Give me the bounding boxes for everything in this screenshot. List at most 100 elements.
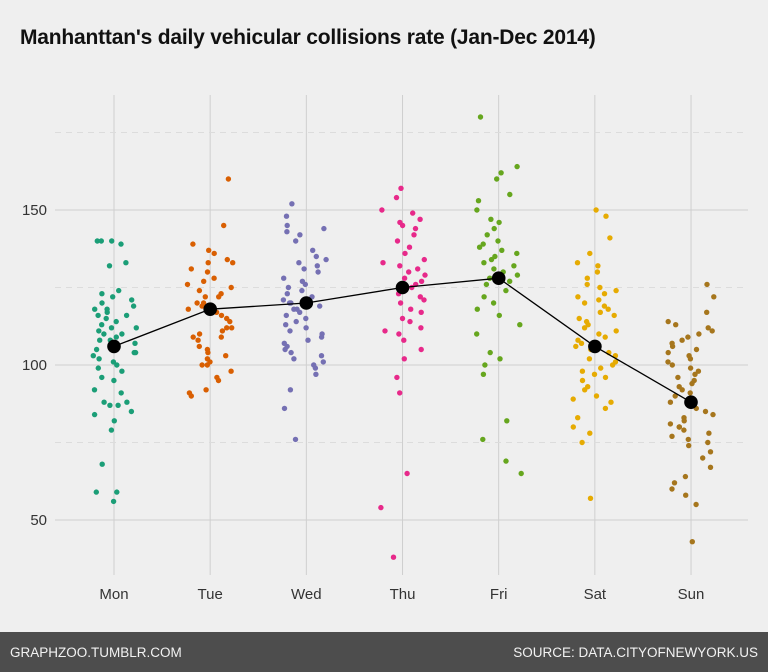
data-point xyxy=(92,306,98,312)
data-point xyxy=(498,170,504,176)
data-point xyxy=(313,253,319,260)
data-point xyxy=(570,424,576,430)
data-point xyxy=(281,340,287,346)
data-point xyxy=(204,269,211,275)
data-point xyxy=(129,297,135,303)
data-point xyxy=(581,300,588,306)
data-point xyxy=(196,343,202,350)
data-point xyxy=(611,312,617,319)
data-point xyxy=(665,359,671,365)
data-point xyxy=(695,368,702,374)
data-point xyxy=(507,191,513,198)
data-point xyxy=(593,207,599,213)
data-point xyxy=(483,281,490,288)
data-point xyxy=(693,346,700,353)
data-point xyxy=(185,306,191,312)
data-point xyxy=(575,415,581,421)
data-point xyxy=(412,225,419,232)
data-point xyxy=(394,374,400,381)
data-point xyxy=(481,294,487,300)
data-point xyxy=(480,371,487,377)
data-point xyxy=(396,331,402,337)
data-point xyxy=(484,232,490,238)
data-point xyxy=(583,318,590,325)
data-point xyxy=(228,284,234,291)
data-point xyxy=(482,362,488,368)
data-point xyxy=(676,424,682,430)
data-point xyxy=(297,232,303,238)
data-point xyxy=(574,260,581,266)
data-point xyxy=(319,331,325,337)
data-point xyxy=(108,325,115,331)
data-point xyxy=(399,315,406,322)
data-point xyxy=(685,334,691,340)
data-point xyxy=(287,387,294,393)
x-tick-label: Wed xyxy=(291,586,322,603)
data-point xyxy=(587,430,593,436)
data-point xyxy=(382,328,388,334)
data-point xyxy=(597,309,603,315)
data-point xyxy=(675,374,681,381)
data-point xyxy=(116,287,122,294)
data-point xyxy=(691,377,697,384)
data-point xyxy=(700,455,706,461)
data-point xyxy=(687,365,694,371)
data-point xyxy=(404,470,410,477)
data-point xyxy=(477,114,484,120)
data-point xyxy=(418,278,425,284)
data-point xyxy=(410,210,416,216)
data-point xyxy=(487,349,493,356)
data-point xyxy=(518,470,524,477)
data-point xyxy=(607,235,613,241)
data-point xyxy=(218,334,224,340)
data-point xyxy=(91,387,98,393)
data-point xyxy=(218,312,225,319)
data-point xyxy=(401,275,408,281)
data-point xyxy=(99,374,105,381)
data-point xyxy=(597,284,603,291)
data-point xyxy=(114,489,120,495)
data-point xyxy=(99,291,105,297)
data-point xyxy=(596,297,602,303)
data-point xyxy=(284,291,290,297)
x-tick-label: Sun xyxy=(678,586,705,603)
data-point xyxy=(128,408,135,415)
data-point xyxy=(671,480,678,486)
data-point xyxy=(285,284,292,291)
data-point xyxy=(228,368,234,374)
data-point xyxy=(686,442,692,449)
data-point xyxy=(111,377,117,384)
data-point xyxy=(397,219,403,226)
data-point xyxy=(593,393,600,399)
data-point xyxy=(301,266,307,272)
data-point xyxy=(587,495,594,501)
data-point xyxy=(418,346,424,353)
data-point xyxy=(601,303,608,309)
data-point xyxy=(706,430,712,436)
data-point xyxy=(288,300,294,306)
data-point xyxy=(517,322,523,328)
data-point xyxy=(422,272,428,278)
data-point xyxy=(709,328,715,334)
data-point xyxy=(397,263,403,269)
data-point xyxy=(111,418,118,424)
data-point xyxy=(291,356,297,362)
data-point xyxy=(95,365,102,371)
data-point xyxy=(229,325,235,331)
data-point xyxy=(474,207,480,213)
data-point xyxy=(280,297,287,303)
data-point xyxy=(294,306,300,312)
data-point xyxy=(689,539,695,545)
data-point xyxy=(596,331,602,337)
data-point xyxy=(224,325,230,331)
data-point xyxy=(499,247,505,253)
mean-point xyxy=(491,271,506,286)
data-point xyxy=(310,247,316,253)
data-point xyxy=(669,486,675,492)
data-point xyxy=(90,353,97,359)
data-point xyxy=(321,225,327,232)
data-point xyxy=(601,291,608,297)
data-point xyxy=(496,219,502,226)
data-point xyxy=(591,371,598,377)
data-point xyxy=(124,399,130,405)
